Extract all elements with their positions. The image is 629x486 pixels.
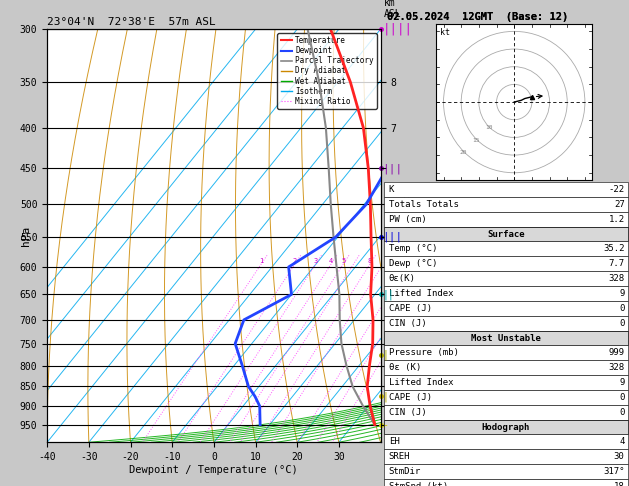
Text: 27: 27: [614, 200, 625, 209]
Text: 1: 1: [259, 258, 264, 264]
Text: θε(K): θε(K): [389, 274, 416, 283]
Text: 9: 9: [619, 289, 625, 298]
Text: 7.7: 7.7: [608, 259, 625, 268]
Text: 0: 0: [619, 393, 625, 402]
Text: 0: 0: [619, 408, 625, 417]
Text: 1.2: 1.2: [608, 215, 625, 225]
Text: 8: 8: [368, 258, 372, 264]
Text: 35.2: 35.2: [603, 244, 625, 253]
Text: 328: 328: [608, 363, 625, 372]
Text: 10: 10: [485, 125, 493, 130]
Text: Lifted Index: Lifted Index: [389, 378, 454, 387]
Text: PW (cm): PW (cm): [389, 215, 426, 225]
Text: 0: 0: [619, 304, 625, 313]
Text: km
ASL: km ASL: [384, 0, 401, 19]
X-axis label: Dewpoint / Temperature (°C): Dewpoint / Temperature (°C): [130, 465, 298, 475]
Text: 999: 999: [608, 348, 625, 357]
Text: 30: 30: [614, 452, 625, 461]
Text: Lifted Index: Lifted Index: [389, 289, 454, 298]
Text: 9: 9: [619, 378, 625, 387]
Text: 328: 328: [608, 274, 625, 283]
Text: Pressure (mb): Pressure (mb): [389, 348, 459, 357]
Text: 15: 15: [472, 138, 480, 143]
Text: 20: 20: [460, 151, 467, 156]
Text: 3: 3: [314, 258, 318, 264]
Text: -: -: [382, 419, 388, 430]
Legend: Temperature, Dewpoint, Parcel Trajectory, Dry Adiabat, Wet Adiabat, Isotherm, Mi: Temperature, Dewpoint, Parcel Trajectory…: [277, 33, 377, 109]
Text: 4: 4: [619, 437, 625, 446]
Text: K: K: [389, 185, 394, 194]
Text: Surface: Surface: [487, 230, 525, 239]
Text: 18: 18: [614, 482, 625, 486]
Text: Temp (°C): Temp (°C): [389, 244, 437, 253]
Y-axis label: Mixing Ratio (g/kg): Mixing Ratio (g/kg): [401, 185, 410, 287]
Text: EH: EH: [389, 437, 399, 446]
Text: |||: |||: [382, 232, 403, 243]
Text: -22: -22: [608, 185, 625, 194]
Text: CIN (J): CIN (J): [389, 408, 426, 417]
Text: kt: kt: [440, 28, 450, 37]
Text: Dewp (°C): Dewp (°C): [389, 259, 437, 268]
Text: 02.05.2024  12GMT  (Base: 12): 02.05.2024 12GMT (Base: 12): [387, 12, 568, 22]
Text: |: |: [382, 391, 388, 402]
Text: 2: 2: [292, 258, 297, 264]
Text: Totals Totals: Totals Totals: [389, 200, 459, 209]
Text: 02.05.2024  12GMT  (Base: 12): 02.05.2024 12GMT (Base: 12): [387, 12, 568, 22]
Text: CAPE (J): CAPE (J): [389, 393, 431, 402]
Text: 5: 5: [341, 258, 345, 264]
Text: 4: 4: [329, 258, 333, 264]
Text: Most Unstable: Most Unstable: [470, 334, 541, 343]
Text: 317°: 317°: [603, 467, 625, 476]
Text: StmDir: StmDir: [389, 467, 421, 476]
Text: SREH: SREH: [389, 452, 410, 461]
Text: 23°04'N  72°38'E  57m ASL: 23°04'N 72°38'E 57m ASL: [47, 17, 216, 27]
Text: |: |: [382, 349, 388, 360]
Text: hPa: hPa: [21, 226, 30, 246]
Text: CAPE (J): CAPE (J): [389, 304, 431, 313]
Text: 0: 0: [619, 319, 625, 329]
Text: |||: |||: [382, 163, 403, 174]
Text: Hodograph: Hodograph: [482, 423, 530, 432]
Text: StmSpd (kt): StmSpd (kt): [389, 482, 448, 486]
Text: ||: ||: [382, 289, 394, 300]
Text: θε (K): θε (K): [389, 363, 421, 372]
Text: CIN (J): CIN (J): [389, 319, 426, 329]
Text: ||||: ||||: [382, 23, 413, 35]
